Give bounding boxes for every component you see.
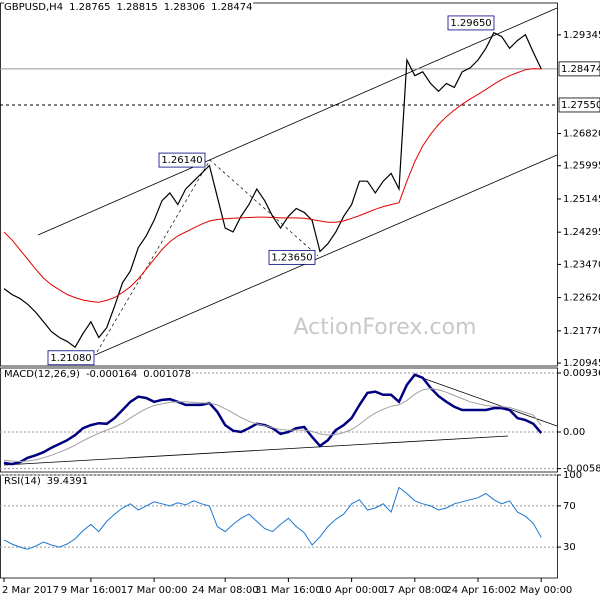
y-tick-label: 1.24295 [563,227,600,238]
annotation-label: 1.21080 [50,353,91,364]
panel-header: GBPUSD,H4 1.28765 1.28815 1.28306 1.28474 [4,2,253,13]
swing-lines [96,159,319,353]
annotation-box [268,249,316,265]
x-tick-label: 9 Mar 16:00 [61,585,121,596]
y-tick-label: 1.23470 [563,259,600,270]
x-tick-label: 2 Mar 2017 [2,585,59,596]
y-tick-label: 0.009367 [563,368,600,379]
panel-header: MACD(12,26,9) -0.000164 0.001078 [4,369,191,380]
y-tick-label: 1.26820 [563,129,600,140]
header-text: 39.4391 [46,476,89,487]
y-tick-label: 30 [563,542,576,553]
layout-lines [3,7,558,466]
header-text: -0.000164 [85,369,138,380]
y-tick-label: 0.00 [563,427,585,438]
watermark: ActionForex.com [294,315,477,340]
series-line [3,31,542,349]
y-tick-label: 70 [563,501,576,512]
panel-frame [0,367,558,473]
series-line [3,68,542,303]
y-tick-label: 1.22620 [563,293,600,304]
panel-frame [0,2,558,367]
level-label: 1.27550 [561,100,600,111]
x-tick-label: 2 May 00:00 [510,585,572,596]
annotation-box [447,15,495,31]
annotation-box [158,152,206,168]
level-label: 1.28474 [561,64,600,75]
annotation-label: 1.23650 [271,252,312,263]
header-text: GBPUSD,H4 [4,2,64,13]
series-line [3,387,542,463]
x-tick-label: 10 Apr 00:00 [319,585,384,596]
level-box [558,97,600,113]
annotation-label: 1.26140 [161,155,202,166]
x-tick-label: 17 Mar 00:00 [121,585,188,596]
header-text: MACD(12,26,9) [4,369,80,380]
channel-lower [94,154,558,356]
header-text: 1.28765 [69,2,111,13]
panel-header: RSI(14) 39.4391 [4,476,89,487]
macd-trendline-low [3,435,509,466]
header-text: 1.28815 [116,2,158,13]
y-tick-label: 100 [563,470,582,481]
annotation-label: 1.29650 [450,18,491,29]
x-tick-label: 24 Mar 08:00 [192,585,259,596]
x-tick-label: 24 Apr 16:00 [445,585,510,596]
header-text: 1.28474 [211,2,253,13]
header-text: RSI(14) [4,476,41,487]
annotation-box [47,350,95,366]
level-box [558,61,600,77]
y-tick-label: 1.29345 [563,30,600,41]
series-line [3,486,542,550]
x-tick-label: 31 Mar 16:00 [255,585,322,596]
y-tick-label: 1.21770 [563,326,600,337]
y-tick-label: 1.25145 [563,194,600,205]
x-tick-label: 17 Apr 08:00 [382,585,447,596]
series-line [3,373,543,466]
y-tick-label: 1.25995 [563,161,600,172]
panel-frame [0,474,558,579]
y-tick-label: 1.20945 [563,358,600,369]
y-tick-label: -0.005819 [563,464,600,475]
channel-upper [37,7,558,236]
header-text: 1.28306 [163,2,206,13]
macd-trendline-high [413,374,558,427]
header-text: 0.001078 [143,369,191,380]
